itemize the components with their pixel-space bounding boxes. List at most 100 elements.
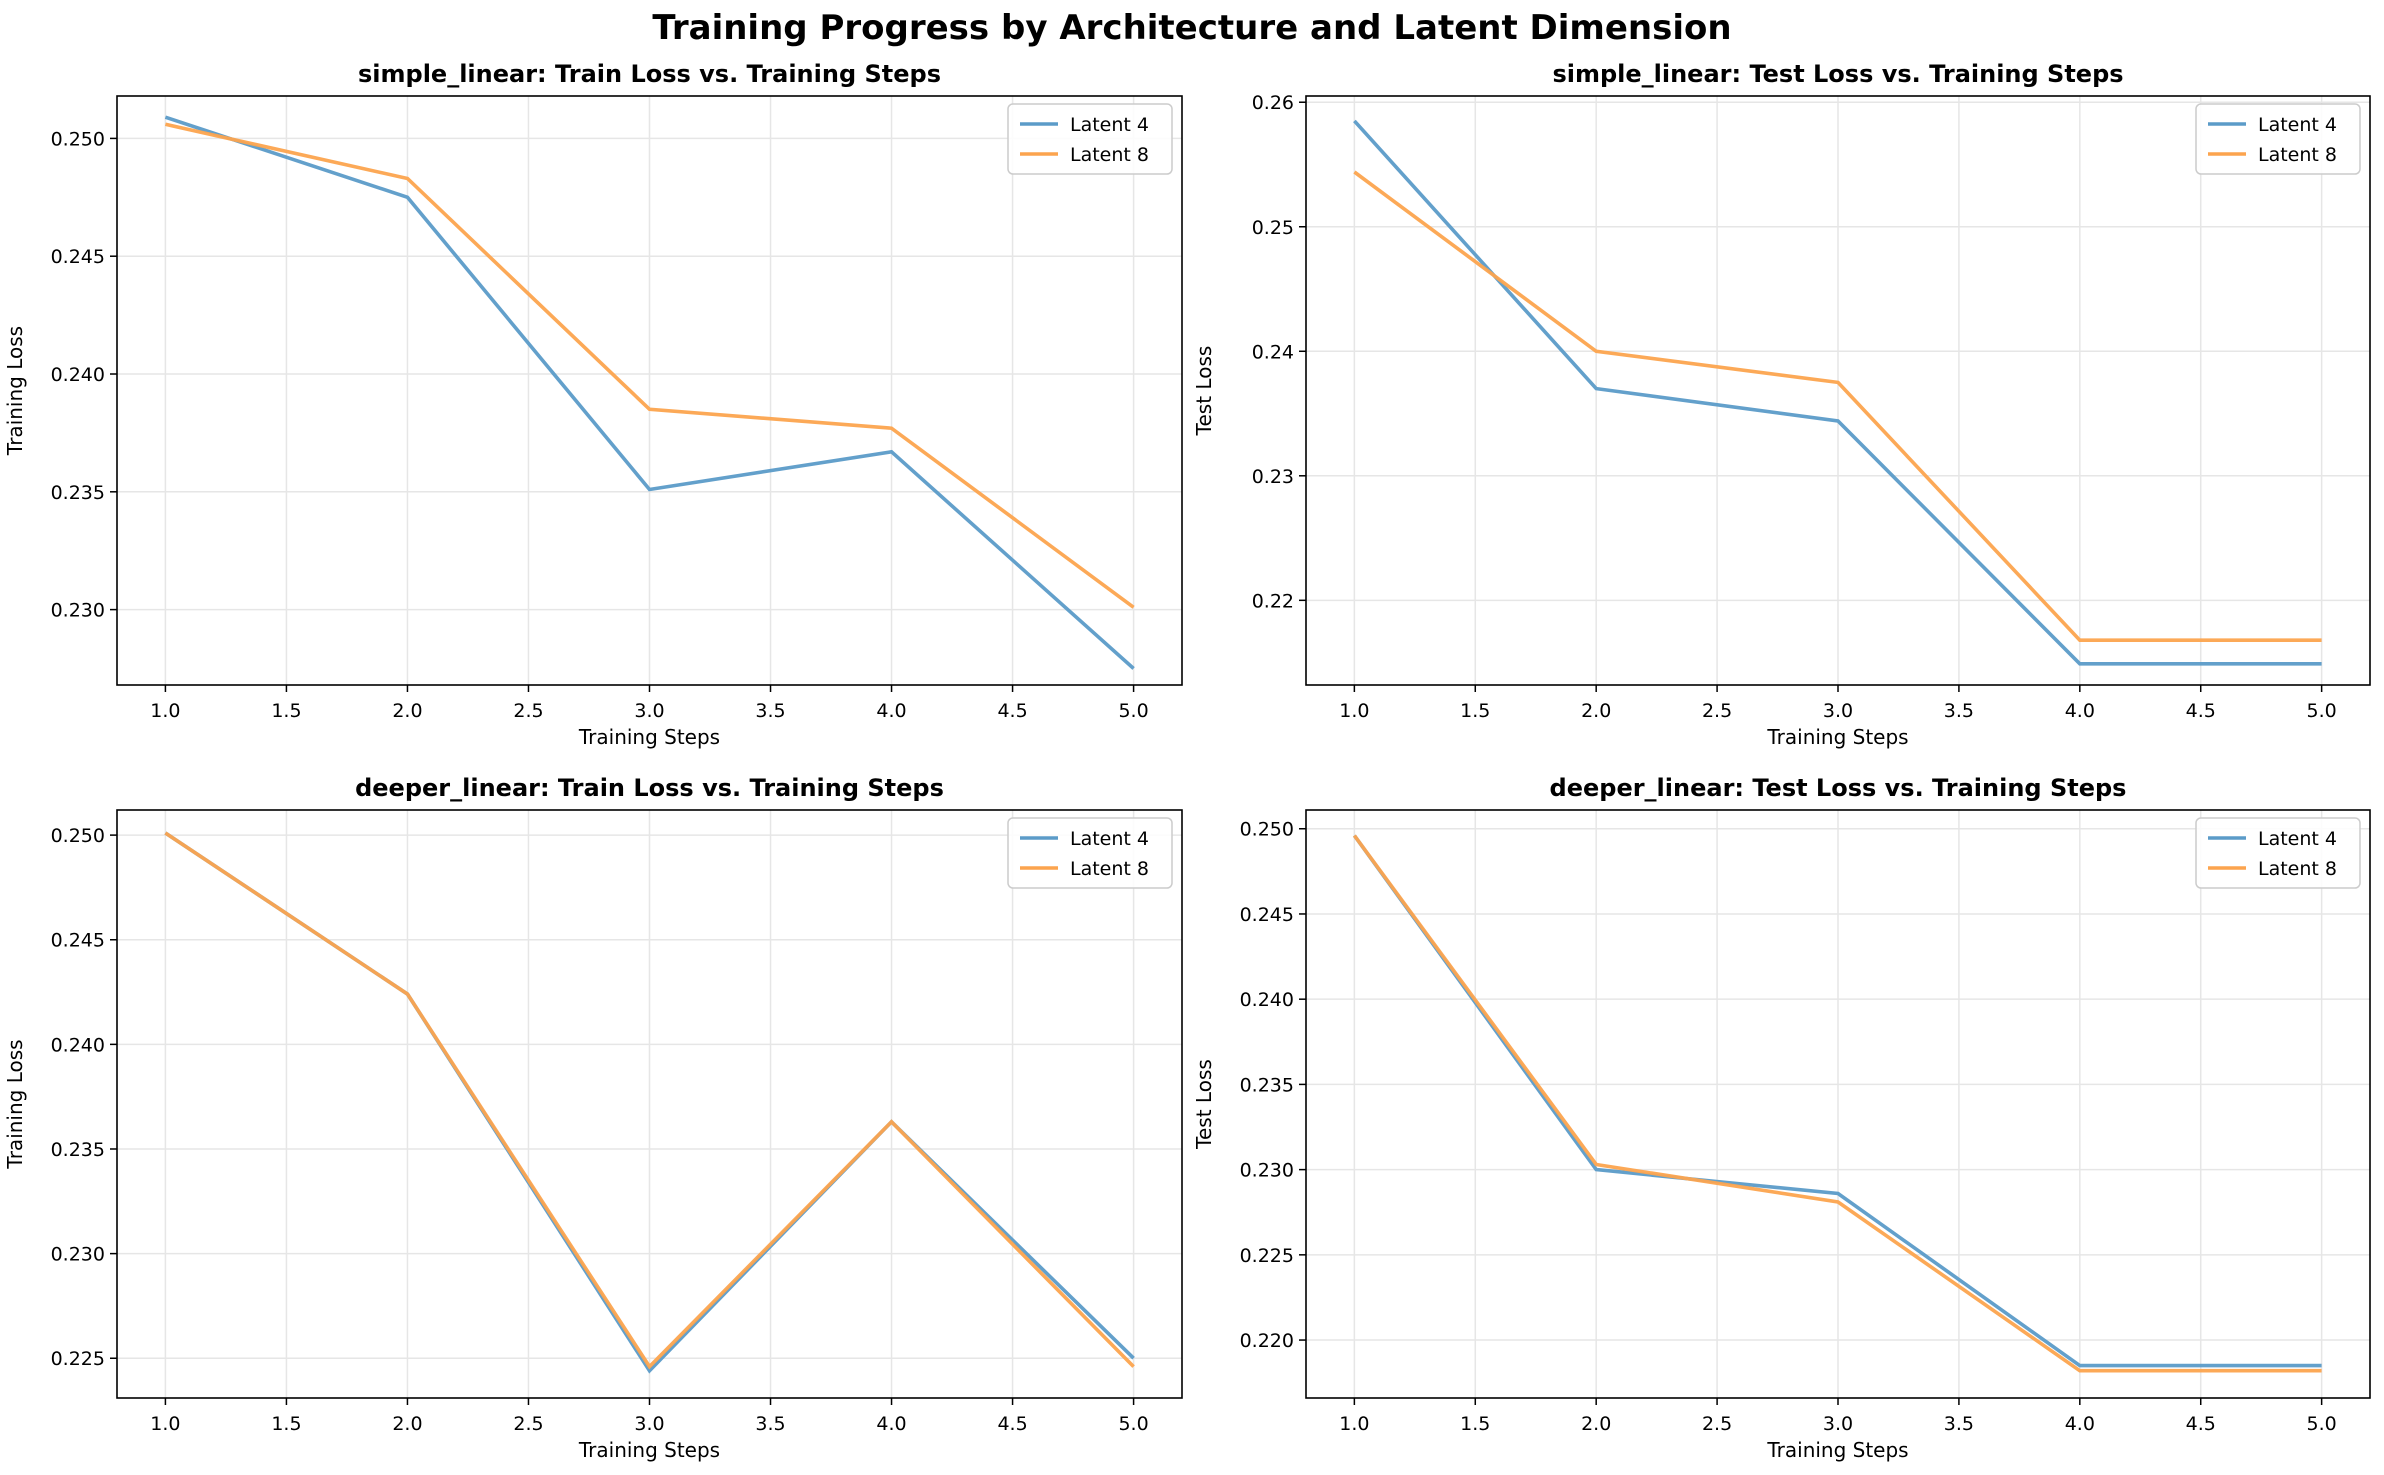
chart-panel-4: 1.0 1.5 2.0 2.5 3.0 3.5 4.0 4.5 5.0 0.220 0.225 0.2… bbox=[1192, 774, 2371, 1462]
x-tick-label: 4.5 bbox=[2186, 1413, 2216, 1435]
x-tick-label: 1.0 bbox=[1339, 1413, 1369, 1435]
x-tick-label: 3.5 bbox=[1944, 1413, 1974, 1435]
chart-panel-3: 1.0 1.5 2.0 2.5 3.0 3.5 4.0 4.5 5.0 0.225 0.230 0.2… bbox=[3, 774, 1183, 1462]
y-tick-label: 0.230 bbox=[1240, 1160, 1294, 1182]
x-tick-label: 3.0 bbox=[1823, 700, 1853, 722]
x-tick-label: 2.5 bbox=[1702, 700, 1732, 722]
y-tick-label: 0.240 bbox=[51, 1034, 105, 1056]
y-tick-label: 0.23 bbox=[1252, 466, 1294, 488]
x-tick-label: 1.5 bbox=[271, 1413, 301, 1435]
x-tick-label: 5.0 bbox=[1118, 700, 1148, 722]
x-tick-label: 5.0 bbox=[2307, 1413, 2337, 1435]
x-tick-label: 1.5 bbox=[271, 700, 301, 722]
figure-title: Training Progress by Architecture and La… bbox=[652, 8, 1732, 48]
legend-label-latent-4: Latent 4 bbox=[1070, 114, 1149, 136]
chart-title: simple_linear: Test Loss vs. Training St… bbox=[1552, 60, 2123, 88]
x-tick-label: 2.0 bbox=[392, 700, 422, 722]
legend-label-latent-8: Latent 8 bbox=[2258, 144, 2337, 166]
y-tick-label: 0.235 bbox=[1240, 1074, 1294, 1096]
y-tick-label: 0.245 bbox=[1240, 904, 1294, 926]
axes-frame bbox=[116, 809, 1183, 1399]
x-axis-label: Training Steps bbox=[1766, 725, 1908, 749]
x-tick-label: 1.5 bbox=[1460, 700, 1490, 722]
y-tick-label: 0.225 bbox=[51, 1348, 105, 1370]
chart-title: deeper_linear: Train Loss vs. Training S… bbox=[355, 774, 944, 802]
axes-frame bbox=[1305, 95, 2371, 686]
x-tick-label: 4.5 bbox=[997, 700, 1027, 722]
legend-box bbox=[2195, 103, 2361, 175]
x-tick-label: 3.5 bbox=[755, 1413, 785, 1435]
y-tick-label: 0.240 bbox=[51, 364, 105, 386]
x-tick-label: 1.0 bbox=[150, 700, 180, 722]
x-axis-label: Training Steps bbox=[1766, 1438, 1908, 1462]
x-tick-label: 4.0 bbox=[876, 700, 906, 722]
axes-frame bbox=[1305, 809, 2371, 1399]
x-tick-label: 4.0 bbox=[2065, 700, 2095, 722]
y-tick-label: 0.225 bbox=[1240, 1245, 1294, 1267]
y-tick-label: 0.26 bbox=[1252, 92, 1294, 114]
chart-panel-2: 1.0 1.5 2.0 2.5 3.0 3.5 4.0 4.5 5.0 0.22 0.23 0.24 0… bbox=[1192, 60, 2371, 749]
x-tick-label: 4.5 bbox=[997, 1413, 1027, 1435]
x-tick-label: 5.0 bbox=[1118, 1413, 1148, 1435]
legend-label-latent-4: Latent 4 bbox=[2258, 828, 2337, 850]
series-line-latent-4 bbox=[1353, 119, 2322, 666]
y-tick-label: 0.250 bbox=[51, 825, 105, 847]
legend-label-latent-8: Latent 8 bbox=[1070, 858, 1149, 880]
series-line-latent-4 bbox=[1352, 834, 2322, 1368]
legend-label-latent-4: Latent 4 bbox=[1070, 828, 1149, 850]
x-tick-label: 3.5 bbox=[755, 700, 785, 722]
x-tick-label: 1.0 bbox=[150, 1413, 180, 1435]
x-tick-label: 3.5 bbox=[1944, 700, 1974, 722]
y-tick-label: 0.235 bbox=[51, 1139, 105, 1161]
x-tick-label: 2.5 bbox=[513, 1413, 543, 1435]
legend-label-latent-4: Latent 4 bbox=[2258, 114, 2337, 136]
legend-box bbox=[1007, 817, 1173, 889]
legend-box bbox=[2195, 817, 2361, 889]
x-axis-label: Training Steps bbox=[578, 1438, 720, 1462]
legend-box bbox=[1007, 103, 1173, 175]
chart-panel-1: 1.0 1.5 2.0 2.5 3.0 3.5 4.0 4.5 5.0 0.230 0.235 0.2… bbox=[3, 60, 1183, 749]
y-axis-label: Test Loss bbox=[1192, 1059, 1216, 1150]
x-tick-label: 4.0 bbox=[2065, 1413, 2095, 1435]
legend: Latent 4 Latent 8 bbox=[2195, 817, 2361, 889]
y-axis-label: Training Loss bbox=[3, 1039, 27, 1169]
x-tick-label: 4.5 bbox=[2186, 700, 2216, 722]
y-tick-label: 0.245 bbox=[51, 930, 105, 952]
y-tick-label: 0.220 bbox=[1240, 1330, 1294, 1352]
y-tick-label: 0.235 bbox=[51, 482, 105, 504]
y-axis-label: Test Loss bbox=[1192, 346, 1216, 437]
y-tick-label: 0.230 bbox=[51, 1244, 105, 1266]
y-tick-label: 0.25 bbox=[1252, 217, 1294, 239]
x-tick-label: 2.5 bbox=[513, 700, 543, 722]
series-line-latent-8 bbox=[1353, 170, 2322, 643]
series-line-latent-8 bbox=[164, 831, 1135, 1370]
x-tick-label: 2.0 bbox=[1581, 700, 1611, 722]
series-line-latent-8 bbox=[1352, 834, 2322, 1373]
axes-frame bbox=[116, 95, 1183, 686]
x-tick-label: 2.0 bbox=[1581, 1413, 1611, 1435]
x-tick-label: 2.0 bbox=[392, 1413, 422, 1435]
legend-label-latent-8: Latent 8 bbox=[2258, 858, 2337, 880]
y-axis-label: Training Loss bbox=[3, 326, 27, 456]
series-line-latent-4 bbox=[164, 115, 1135, 670]
x-tick-label: 1.0 bbox=[1339, 700, 1369, 722]
y-tick-label: 0.250 bbox=[51, 128, 105, 150]
chart-title: simple_linear: Train Loss vs. Training S… bbox=[358, 60, 941, 88]
series-line-latent-8 bbox=[165, 122, 1135, 609]
x-tick-label: 5.0 bbox=[2307, 700, 2337, 722]
x-tick-label: 1.5 bbox=[1460, 1413, 1490, 1435]
x-tick-label: 3.0 bbox=[1823, 1413, 1853, 1435]
chart-title: deeper_linear: Test Loss vs. Training St… bbox=[1550, 774, 2127, 802]
legend: Latent 4 Latent 8 bbox=[2195, 103, 2361, 175]
x-tick-label: 2.5 bbox=[1702, 1413, 1732, 1435]
y-tick-label: 0.245 bbox=[51, 246, 105, 268]
legend: Latent 4 Latent 8 bbox=[1007, 817, 1173, 889]
x-tick-label: 3.0 bbox=[634, 700, 664, 722]
legend: Latent 4 Latent 8 bbox=[1007, 103, 1173, 175]
y-tick-label: 0.250 bbox=[1240, 819, 1294, 841]
x-tick-label: 3.0 bbox=[634, 1413, 664, 1435]
x-tick-label: 4.0 bbox=[876, 1413, 906, 1435]
x-axis-label: Training Steps bbox=[578, 725, 720, 749]
legend-label-latent-8: Latent 8 bbox=[1070, 144, 1149, 166]
